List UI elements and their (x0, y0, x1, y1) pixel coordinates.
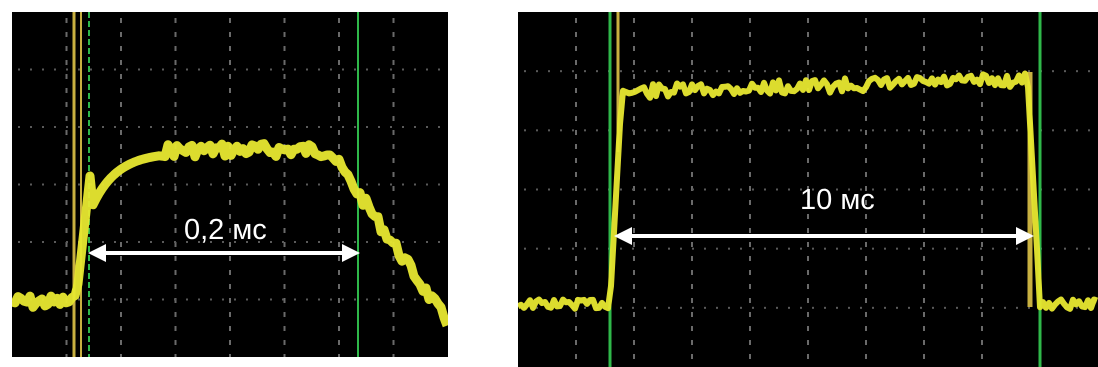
oscilloscope-screen-right (518, 12, 1098, 367)
waveform-plot-right (518, 12, 1098, 367)
cursor-lines-left (72, 12, 359, 357)
graticule-left (18, 18, 440, 357)
time-arrow-right (614, 227, 1034, 245)
duration-label-left: 0,2 мс (184, 214, 267, 246)
waveform-plot-left (12, 12, 448, 357)
oscilloscope-screen-left (12, 12, 448, 357)
signal-trace-right (518, 70, 1098, 312)
duration-label-right: 10 мс (800, 184, 875, 216)
time-arrow-left (88, 244, 360, 262)
signal-trace-left (12, 139, 448, 328)
